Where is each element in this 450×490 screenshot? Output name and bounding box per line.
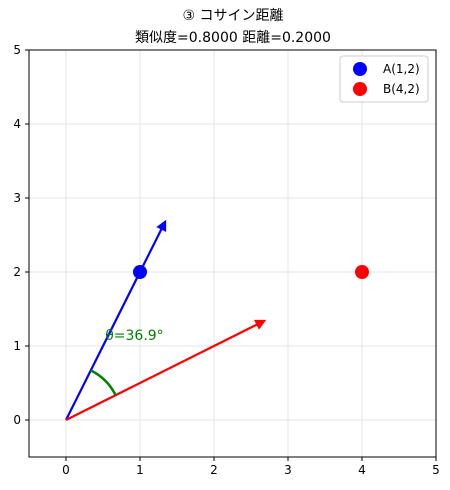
- angle-arc: [90, 369, 117, 396]
- chart-title-line2: 類似度=0.8000 距離=0.2000: [135, 29, 331, 46]
- x-tick-label: 1: [136, 463, 144, 477]
- point-b: [355, 265, 369, 279]
- vector-b-direction: [65, 319, 267, 421]
- angle-label: θ=36.9°: [105, 328, 163, 344]
- y-tick-label: 5: [13, 43, 21, 57]
- legend-label-b: B(4,2): [383, 82, 420, 96]
- point-a: [133, 265, 147, 279]
- vector-a-direction: [65, 219, 167, 421]
- chart-title-line1: ③ コサイン距離: [182, 7, 283, 24]
- grid: [29, 49, 437, 457]
- legend-marker-b: [353, 82, 367, 96]
- data-marks: θ=36.9°: [65, 219, 369, 421]
- x-tick-label: 2: [210, 463, 218, 477]
- axis-ticks: 0 1 2 3 4 5 0 1 2 3 4 5: [13, 43, 439, 477]
- legend-label-a: A(1,2): [383, 62, 420, 76]
- y-tick-label: 0: [13, 413, 21, 427]
- legend-marker-a: [353, 62, 367, 76]
- y-tick-label: 4: [13, 117, 21, 131]
- y-tick-label: 1: [13, 339, 21, 353]
- legend: A(1,2) B(4,2): [339, 55, 429, 103]
- y-tick-label: 2: [13, 265, 21, 279]
- x-tick-label: 5: [432, 463, 440, 477]
- x-tick-label: 4: [358, 463, 366, 477]
- x-tick-label: 3: [284, 463, 292, 477]
- y-tick-label: 3: [13, 191, 21, 205]
- x-tick-label: 0: [62, 463, 70, 477]
- plot-area: [28, 49, 437, 458]
